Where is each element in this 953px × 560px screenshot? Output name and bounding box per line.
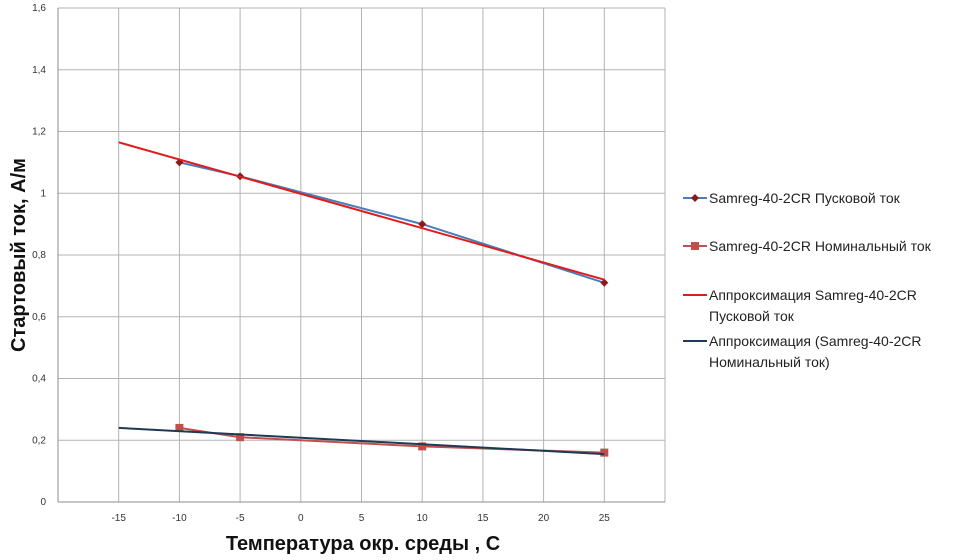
x-tick-label: 25 [599, 513, 611, 524]
legend-item-start-trend: Аппроксимация Samreg-40-2CR Пусковой ток [683, 285, 951, 327]
y-tick-label: 0 [40, 497, 46, 508]
x-tick-label: 0 [298, 513, 304, 524]
legend-label: Аппроксимация Samreg-40-2CR Пусковой ток [709, 287, 917, 324]
legend-label: Samreg-40-2CR Пусковой ток [709, 190, 900, 206]
y-tick-label: 1,6 [32, 3, 46, 14]
legend-label: Аппроксимация (Samreg-40-2CR Номинальный… [709, 333, 922, 370]
x-tick-label: 15 [477, 513, 489, 524]
data-point-square [600, 448, 609, 457]
y-tick-label: 0,6 [32, 312, 46, 323]
legend-key-start-current [683, 194, 707, 202]
x-tick-label: -10 [172, 513, 187, 524]
x-axis-title: Температура окр. среды , С [226, 533, 500, 555]
data-point-square [175, 423, 184, 432]
legend-key-start-trend [683, 294, 707, 296]
grid [57, 7, 666, 503]
tick-labels: 0 0,2 0,4 0,6 0,8 1 1,2 1,4 1,6 -15 -10 -5 0 5 10 15 20 2… [32, 3, 610, 524]
y-tick-label: 0,4 [32, 374, 46, 385]
x-tick-label: 10 [417, 513, 429, 524]
legend-item-nominal-trend: Аппроксимация (Samreg-40-2CR Номинальный… [683, 331, 951, 373]
series-start-current-line [179, 161, 605, 284]
x-tick-label: -5 [236, 513, 245, 524]
data-point-square [418, 442, 427, 451]
legend-key-nominal-current [683, 242, 707, 250]
y-tick-label: 0,8 [32, 250, 46, 261]
x-tick-label: -15 [111, 513, 126, 524]
y-tick-label: 1,4 [32, 65, 46, 76]
y-tick-label: 1 [40, 188, 46, 199]
legend-label: Samreg-40-2CR Номинальный ток [709, 238, 931, 254]
y-axis-title: Стартовый ток, А/м [8, 158, 30, 352]
data-point-diamond [600, 278, 609, 287]
axes [57, 8, 665, 503]
legend-item-nominal-current: Samreg-40-2CR Номинальный ток [683, 236, 951, 257]
x-tick-label: 20 [538, 513, 550, 524]
trendline-nominal-current-line [118, 426, 605, 456]
y-tick-label: 0,2 [32, 435, 46, 446]
legend-item-start-current: Samreg-40-2CR Пусковой ток [683, 188, 951, 209]
legend-key-nominal-trend [683, 340, 707, 342]
series [118, 141, 609, 457]
x-tick-label: 5 [359, 513, 365, 524]
trendline-start-current-line [118, 141, 605, 281]
y-tick-label: 1,2 [32, 127, 46, 138]
data-point-diamond [418, 220, 427, 229]
data-point-square [236, 433, 245, 442]
